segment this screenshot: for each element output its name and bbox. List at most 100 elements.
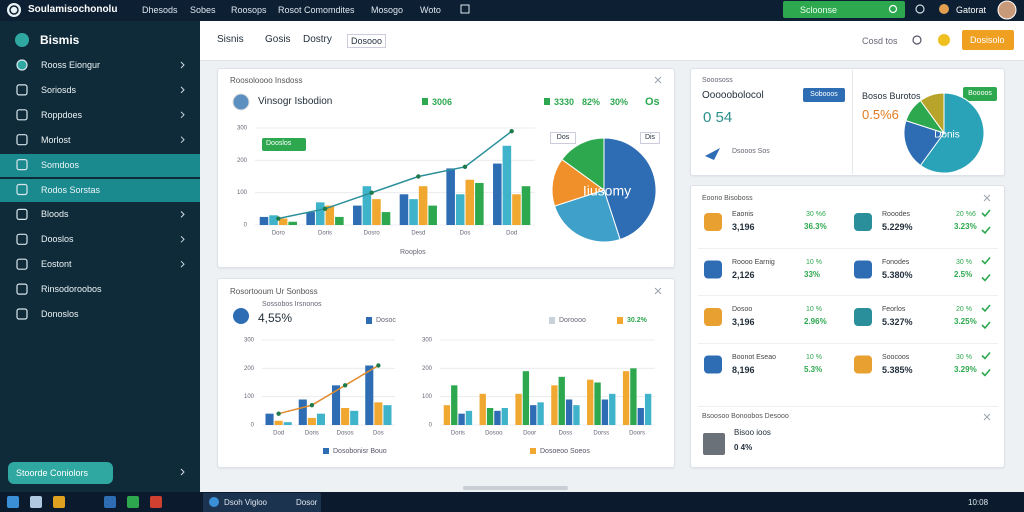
list-name: Roooo Earnig xyxy=(732,258,775,266)
taskbar-app[interactable] xyxy=(203,493,321,512)
list-tag: 10 % xyxy=(806,353,822,361)
list-value: 5.385% xyxy=(882,364,913,375)
header-link[interactable]: Cosd tos xyxy=(862,36,898,46)
list-tag: 10 % xyxy=(806,306,822,313)
header-tab[interactable]: Gosis xyxy=(265,34,291,45)
list-name: Eaonis xyxy=(732,211,754,218)
legend-text: Doroooo xyxy=(559,317,586,324)
legend-text: 82% xyxy=(582,97,601,107)
sidebar-item[interactable]: Rodos Sorstas xyxy=(41,184,101,195)
legend-text: Dosobonisr Bouo xyxy=(333,448,387,455)
panel xyxy=(690,185,1005,468)
row-divider xyxy=(698,295,998,296)
sidebar-item[interactable]: Roppdoes xyxy=(41,109,83,120)
sidebar-button-text: Stoorde Coniolors xyxy=(16,468,89,478)
list-pct: 2.5% xyxy=(954,269,973,279)
list-pct: 36.3% xyxy=(804,222,827,231)
list-pct: 3.25% xyxy=(954,317,977,326)
list-tag: 30 % xyxy=(956,353,972,361)
sidebar-item[interactable]: Eostont xyxy=(41,259,72,270)
taskbar-tab: Dosor xyxy=(296,498,318,507)
search-box[interactable] xyxy=(783,1,905,18)
pie-tab[interactable]: Dis xyxy=(640,132,660,144)
pie-tab[interactable]: Dos xyxy=(550,132,576,144)
top-bar xyxy=(0,0,1024,21)
legend-text: Dosoc xyxy=(376,317,396,324)
list-pct: 3.29% xyxy=(954,364,977,374)
list-value: 3,196 xyxy=(732,317,755,327)
header-tab[interactable]: Dosooo xyxy=(347,34,387,48)
sidebar-item[interactable]: Dooslos xyxy=(41,234,74,245)
menu-item[interactable]: Rosot Comomdites xyxy=(278,5,355,15)
sidebar-item[interactable]: Bloods xyxy=(41,209,69,220)
list-pct: 33% xyxy=(804,269,821,279)
menu-item[interactable]: Roosops xyxy=(231,5,267,15)
axis-label: Rooplos xyxy=(400,249,426,256)
legend-text: 30.2% xyxy=(627,317,647,324)
list-value: 5.229% xyxy=(882,222,913,232)
legend-text: 3006 xyxy=(432,97,453,107)
summary-sub-button[interactable]: Boooos xyxy=(963,87,997,101)
sidebar-active-row xyxy=(0,178,200,202)
header-button[interactable] xyxy=(962,30,1014,50)
legend-text: 30% xyxy=(610,97,629,107)
list-tag: 10 % xyxy=(806,258,822,266)
panel-title: Rosortooum Ur Sonboss xyxy=(230,287,318,296)
sidebar-item[interactable]: Rinsodoroobos xyxy=(41,284,102,295)
list-tag: 20 % xyxy=(956,306,972,313)
sidebar-button[interactable] xyxy=(8,462,113,484)
summary-value: 0 54 xyxy=(703,109,733,126)
list-value: 8,196 xyxy=(732,364,755,375)
sidebar xyxy=(0,21,200,492)
list-name: Fonodes xyxy=(882,258,910,266)
brand-name: Soulamisochonolu xyxy=(28,4,118,15)
summary-sub-value: 0.5%6 xyxy=(862,107,899,122)
legend-text: Dosoeoo Soeos xyxy=(540,448,590,455)
menu-item[interactable]: Sobes xyxy=(190,5,216,15)
header-button-text: Dosisolo xyxy=(970,35,1005,45)
menu-item[interactable]: Dhesods xyxy=(142,5,178,15)
row-divider xyxy=(698,342,998,344)
legend-text: Os xyxy=(645,96,660,108)
sidebar-item[interactable]: Soriosds xyxy=(41,84,77,95)
taskbar-app-name: Dsoh Vigloo xyxy=(224,498,267,507)
list-name: Boonot Eseao xyxy=(732,353,776,361)
person-name: Vinsogr Isbodion xyxy=(258,96,333,107)
list-footer-value: 0 4% xyxy=(734,443,753,452)
list-pct: 3.23% xyxy=(954,222,977,231)
header-tab[interactable]: Dostry xyxy=(303,34,332,45)
list-footer-name: Bisoo ioos xyxy=(734,428,771,437)
list-value: 5.327% xyxy=(882,317,913,327)
taskbar-time: 10:08 xyxy=(968,498,989,507)
summary-title: Sooososs xyxy=(702,77,733,84)
search-text: Scloonse xyxy=(800,5,838,15)
row-divider xyxy=(698,247,998,249)
summary-button[interactable]: Sobooos xyxy=(803,88,845,102)
row-divider xyxy=(698,406,998,407)
sidebar-item[interactable]: Somdoos xyxy=(41,159,80,170)
sidebar-active-row xyxy=(0,153,200,177)
menu-item[interactable]: Woto xyxy=(420,5,441,15)
list-title: Eoono Bisoboss xyxy=(702,195,753,202)
summary-note: Dsooos Sos xyxy=(732,148,770,155)
panel-divider xyxy=(852,70,853,174)
user-name: Gatorat xyxy=(956,5,987,15)
metric-value: 4,55% xyxy=(258,311,293,325)
list-value: 2,126 xyxy=(732,269,755,280)
list-name: Rooodes xyxy=(882,211,911,218)
header-tab[interactable]: Sisnis xyxy=(217,34,244,45)
list-pct: 5.3% xyxy=(804,364,823,374)
sidebar-item[interactable]: Rooss Eiongur xyxy=(41,60,101,70)
list-pct: 2.96% xyxy=(804,317,827,326)
sidebar-title: Bismis xyxy=(40,33,80,47)
panel-title: Roosoloooo Insdoss xyxy=(230,76,303,85)
panel xyxy=(690,68,1005,176)
chart-badge: Dooslos xyxy=(262,138,306,151)
list-footer-title: Bsoosoo Bonoobos Desooo xyxy=(702,413,789,420)
sidebar-item[interactable]: Donoslos xyxy=(41,309,79,319)
menu-item[interactable]: Mosogo xyxy=(371,5,404,15)
list-tag: 30 % xyxy=(956,258,972,266)
summary-label: Ooooobolocol xyxy=(702,90,764,101)
sidebar-item[interactable]: Morlost xyxy=(41,134,71,145)
